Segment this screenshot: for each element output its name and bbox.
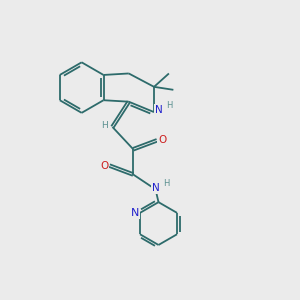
Text: H: H <box>101 121 107 130</box>
Text: O: O <box>100 160 108 171</box>
Text: H: H <box>163 179 169 188</box>
Text: N: N <box>155 105 163 115</box>
Text: N: N <box>130 208 139 218</box>
Text: H: H <box>166 101 173 110</box>
Text: N: N <box>152 183 159 193</box>
Text: O: O <box>158 135 166 145</box>
